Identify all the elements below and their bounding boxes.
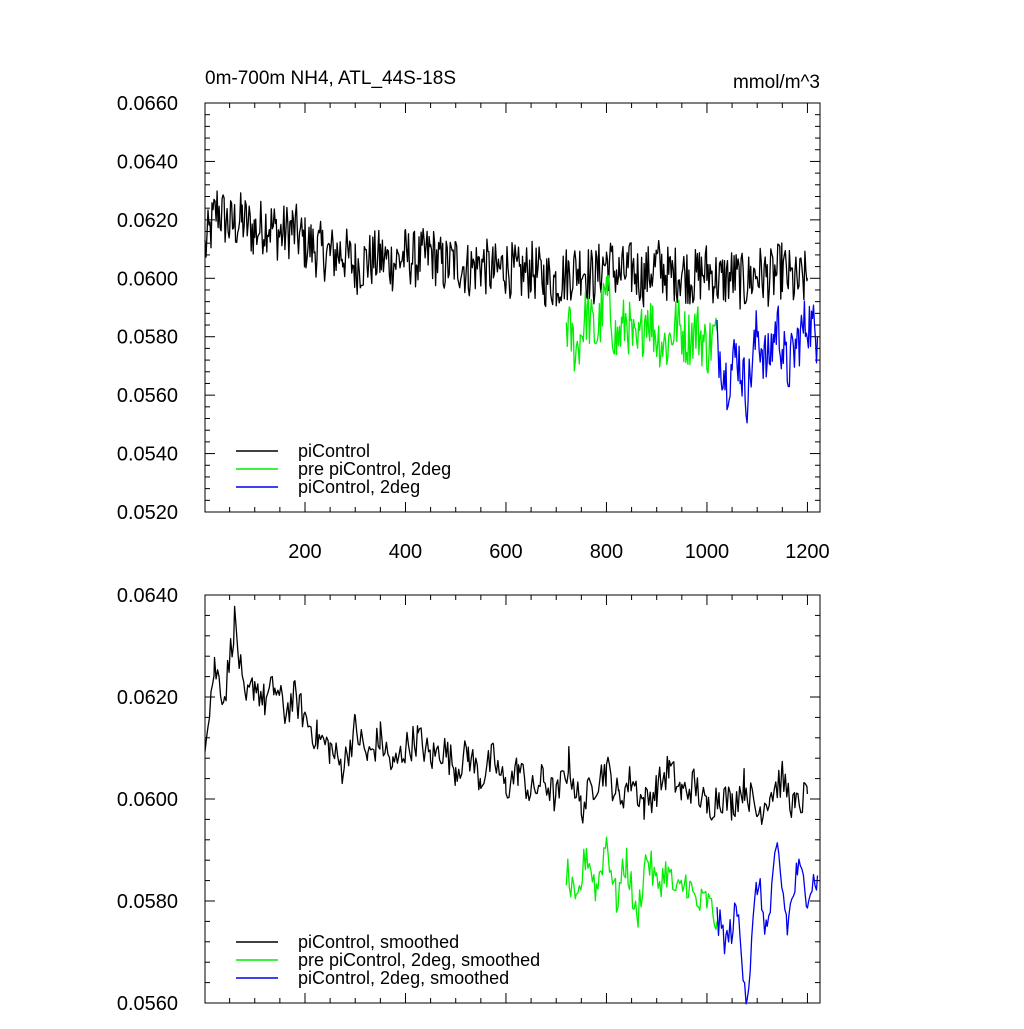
legend-label: piControl, smoothed	[298, 932, 459, 952]
x-tick-label: 600	[489, 541, 522, 563]
bottom-panel: 0.0560 0.0580 0.0600 0.0620 0.0640 piControl,…	[117, 585, 821, 1015]
y-tick-label: 0.0600	[117, 268, 178, 290]
legend-label: piControl	[298, 441, 370, 461]
units-label: mmol/m^3	[733, 72, 820, 93]
legend-label: pre piControl, 2deg	[298, 459, 451, 479]
series-line-2	[565, 836, 718, 931]
y-tick-label: 0.0580	[117, 891, 178, 913]
legend-label: piControl, 2deg	[298, 477, 420, 497]
y-tick-label: 0.0620	[117, 210, 178, 232]
y-tick-label: 0.0600	[117, 789, 178, 811]
y-tick-label: 0.0540	[117, 444, 178, 466]
plot-frame	[204, 102, 821, 513]
y-tick-label: 0.0640	[117, 585, 178, 607]
legend-label: piControl, 2deg, smoothed	[298, 968, 509, 988]
x-tick-label: 1000	[685, 541, 730, 563]
y-tick-label: 0.0620	[117, 687, 178, 709]
series-line-1	[204, 605, 809, 825]
series-line-3	[716, 300, 819, 424]
x-tick-label: 200	[288, 541, 321, 563]
series-line-1	[204, 190, 809, 310]
y-tick-label: 0.0660	[117, 93, 178, 115]
y-tick-label: 0.0580	[117, 327, 178, 349]
series-line-3	[716, 842, 819, 1005]
series-line-2	[565, 274, 718, 374]
y-tick-label: 0.0560	[117, 993, 178, 1015]
y-tick-label: 0.0560	[117, 385, 178, 407]
y-tick-label: 0.0520	[117, 502, 178, 524]
y-tick-label: 0.0640	[117, 151, 178, 173]
chart-title: 0m-700m NH4, ATL_44S-18S	[205, 68, 456, 89]
legend-label: pre piControl, 2deg, smoothed	[298, 950, 540, 970]
x-tick-label: 400	[389, 541, 422, 563]
x-tick-label: 1200	[785, 541, 830, 563]
top-panel: 0.0520 0.0540 0.0560 0.0580 0.0600 0.0620 0.06…	[117, 93, 830, 563]
x-tick-label: 800	[590, 541, 623, 563]
